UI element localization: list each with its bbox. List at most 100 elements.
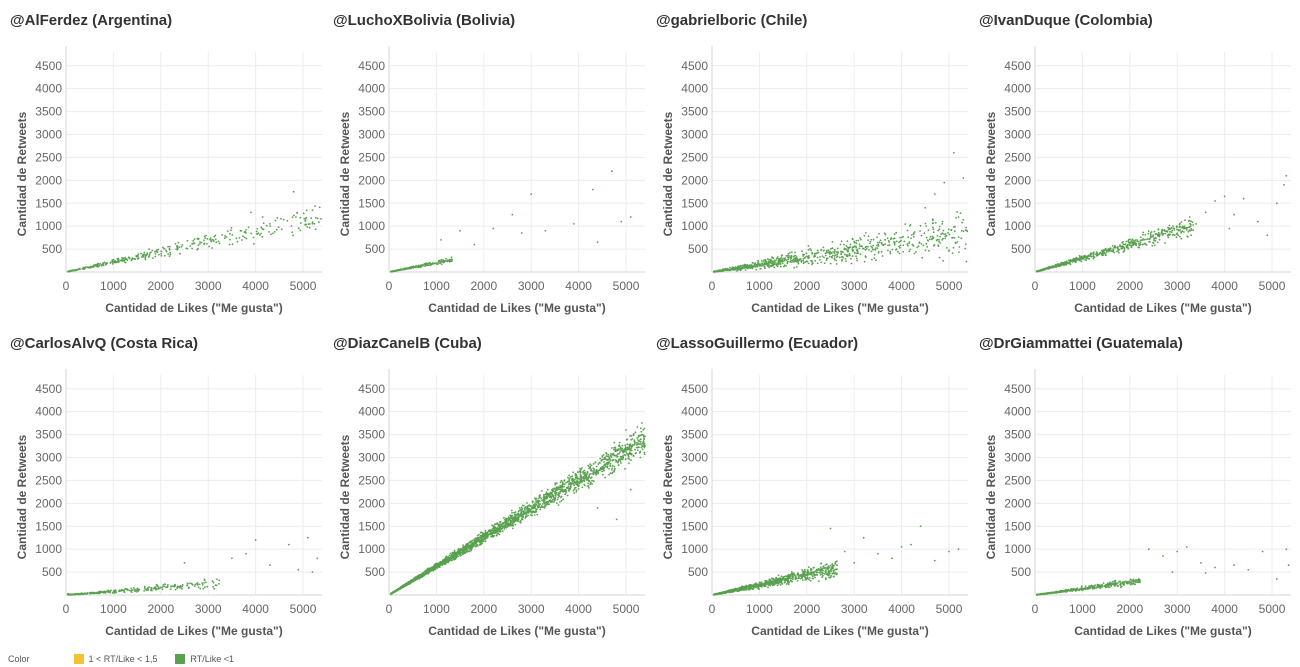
y-axis-label: Cantidad de Retweets [338,111,352,236]
data-point [154,252,157,255]
data-point [792,255,795,258]
data-point [161,586,164,589]
data-point [586,485,589,488]
data-point [436,566,438,569]
data-point [1151,244,1154,247]
x-tick-label: 5000 [290,602,317,616]
data-point [432,569,435,572]
data-point [739,269,742,272]
data-point [204,586,206,588]
data-point [1050,266,1053,269]
data-point [201,582,204,584]
data-point [764,267,766,270]
data-point [884,238,886,241]
data-point [622,449,625,451]
y-tick-label: 4500 [681,59,708,73]
data-point [1101,249,1104,252]
data-point [812,262,814,265]
data-point [179,585,182,587]
data-point [820,261,823,264]
data-point [932,237,934,240]
data-point [96,263,99,266]
data-point [501,530,504,532]
data-point [99,590,101,593]
data-point [755,268,758,271]
data-point [1153,239,1156,242]
chart-panel-0: @AlFerdez (Argentina)5001000150020002500… [10,12,322,315]
data-point [270,233,272,236]
data-point [634,448,636,451]
data-point [591,472,594,475]
data-point [853,240,855,243]
data-point [626,443,629,446]
data-point [856,248,859,251]
data-point [303,217,306,220]
data-point [546,495,549,498]
data-point [140,252,142,255]
data-point [250,232,253,235]
data-point [1111,245,1114,247]
data-point [287,543,290,546]
data-point [261,227,264,230]
data-point [473,243,476,246]
data-point [1112,250,1114,253]
data-point [621,444,624,447]
data-point [282,218,285,221]
data-point [81,592,84,595]
data-point [492,227,495,230]
data-point [238,237,241,239]
data-point [1256,220,1259,223]
data-point [626,446,629,449]
data-point [1157,228,1160,231]
y-axis-label: Cantidad de Retweets [984,111,998,236]
data-point [212,585,215,588]
scatter-points [390,170,632,273]
data-point [209,237,212,240]
data-point [449,258,452,261]
data-point [559,484,562,487]
x-tick-label: 1000 [100,279,127,293]
data-point [786,262,789,265]
y-tick-label: 1500 [358,196,385,210]
data-point [622,456,624,458]
data-point [1109,248,1112,250]
data-point [821,255,824,258]
data-point [1078,259,1081,262]
data-point [504,522,507,524]
scatter-grid: @AlFerdez (Argentina)5001000150020002500… [10,12,1291,638]
data-point [624,468,626,470]
y-tick-label: 2000 [358,496,385,510]
data-point [824,252,827,255]
data-point [206,585,209,588]
data-point [543,501,545,504]
data-point [780,254,783,257]
data-point [807,257,810,260]
y-tick-label: 500 [365,242,385,256]
data-point [531,511,534,514]
data-point [927,240,929,242]
data-point [311,571,314,573]
data-point [873,257,876,260]
data-point [630,435,633,437]
data-point [586,470,589,473]
data-point [502,516,505,519]
data-point [775,259,778,261]
data-point [785,259,788,261]
data-point [859,245,861,248]
data-point [807,248,810,251]
data-point [763,259,765,261]
data-point [807,262,810,265]
data-point [154,255,157,258]
data-point [447,556,450,559]
data-point [1139,236,1142,239]
data-point [1161,230,1163,233]
data-point [469,550,471,553]
y-tick-label: 1500 [35,196,62,210]
data-point [516,517,519,520]
scatter-points [390,422,646,595]
data-point [103,591,105,594]
data-point [943,233,945,236]
data-point [484,536,487,538]
data-point [575,473,578,476]
data-point [399,268,401,271]
